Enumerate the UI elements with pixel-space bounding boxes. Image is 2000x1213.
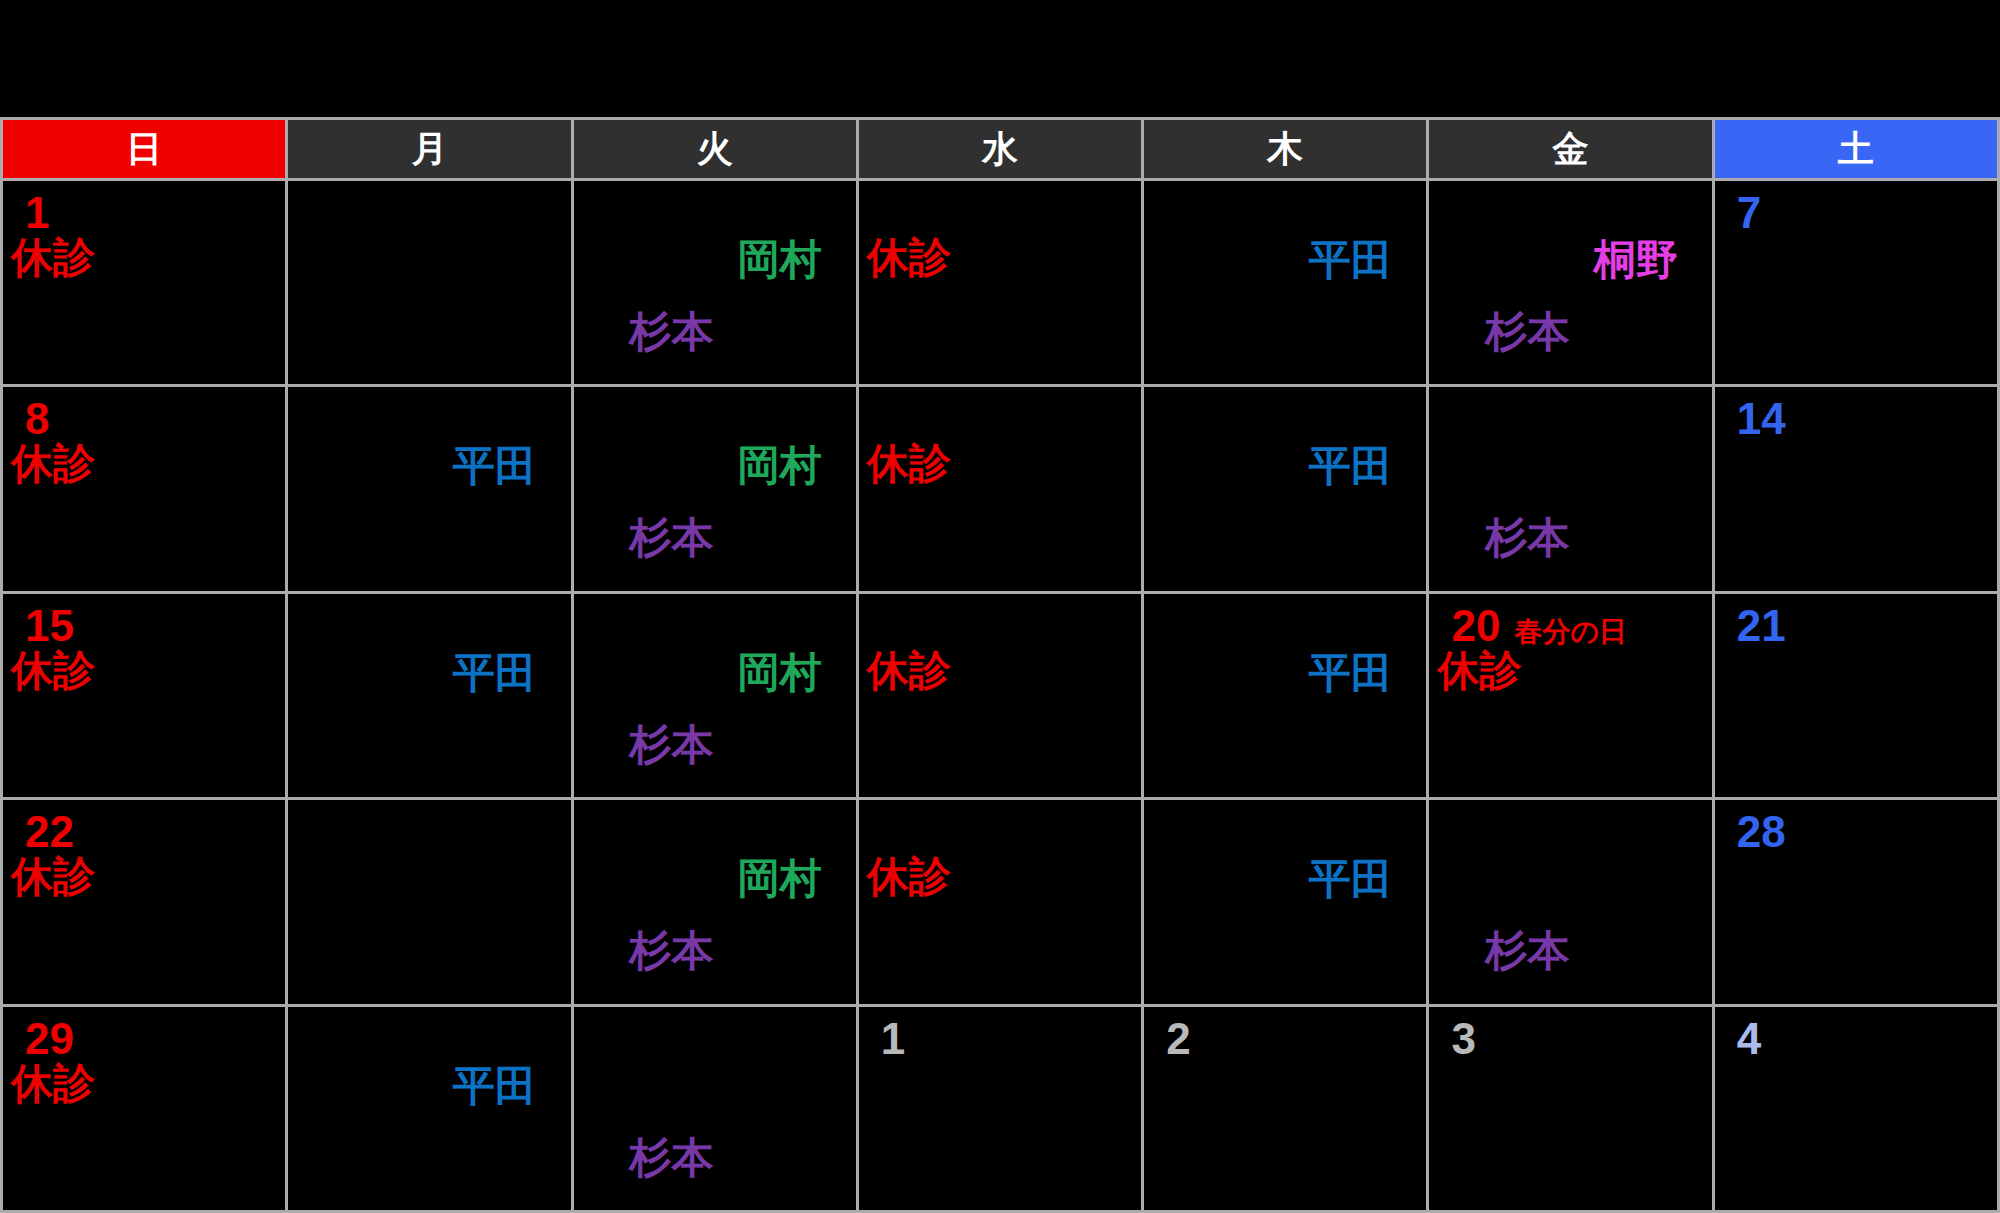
- weekday-header-thu: 木: [1144, 120, 1426, 178]
- doctor-sugimoto: 杉本: [630, 724, 714, 766]
- weekday-header-sat: 土: [1715, 120, 1997, 178]
- date-number: 8: [25, 397, 49, 441]
- day-cell-week1-fri: 桐野杉本: [1429, 181, 1711, 384]
- day-cell-week1-sun: 1休診: [3, 181, 285, 384]
- day-cell-week4-wed: 休診: [859, 800, 1141, 1003]
- day-cell-week4-mon: [288, 800, 570, 1003]
- day-cell-week3-wed: 休診: [859, 594, 1141, 797]
- day-cell-week3-fri: 20春分の日休診: [1429, 594, 1711, 797]
- doctor-okamura: 岡村: [738, 445, 822, 487]
- doctor-kirino: 桐野: [1594, 239, 1678, 281]
- day-cell-week4-fri: 杉本: [1429, 800, 1711, 1003]
- weekday-header-wed: 水: [859, 120, 1141, 178]
- doctor-hirata: 平田: [453, 652, 537, 694]
- closed-label: 休診: [867, 650, 951, 692]
- closed-label: 休診: [11, 856, 95, 898]
- day-cell-week3-thu: 平田: [1144, 594, 1426, 797]
- day-cell-week1-mon: [288, 181, 570, 384]
- weekday-header-fri: 金: [1429, 120, 1711, 178]
- weekday-header-sun: 日: [3, 120, 285, 178]
- date-number: 15: [25, 604, 74, 648]
- doctor-hirata: 平田: [1308, 445, 1392, 487]
- date-number: 22: [25, 810, 74, 854]
- closed-label: 休診: [867, 443, 951, 485]
- day-cell-week4-sun: 22休診: [3, 800, 285, 1003]
- closed-label: 休診: [11, 443, 95, 485]
- doctor-okamura: 岡村: [738, 239, 822, 281]
- day-cell-week4-sat: 28: [1715, 800, 1997, 1003]
- day-cell-week5-sat: 4: [1715, 1007, 1997, 1210]
- date-number: 28: [1737, 810, 1786, 854]
- doctor-sugimoto: 杉本: [1485, 311, 1569, 353]
- doctor-hirata: 平田: [1308, 858, 1392, 900]
- doctor-okamura: 岡村: [738, 858, 822, 900]
- day-cell-week4-tue: 岡村杉本: [574, 800, 856, 1003]
- day-cell-week1-tue: 岡村杉本: [574, 181, 856, 384]
- date-number: 3: [1451, 1017, 1475, 1061]
- calendar-table: 日月火水木金土1休診岡村杉本休診平田桐野杉本78休診平田岡村杉本休診平田杉本14…: [0, 117, 2000, 1213]
- day-cell-week5-sun: 29休診: [3, 1007, 285, 1210]
- day-cell-week1-wed: 休診: [859, 181, 1141, 384]
- day-cell-week2-thu: 平田: [1144, 387, 1426, 590]
- weekday-header-tue: 火: [574, 120, 856, 178]
- day-cell-week5-wed: 1: [859, 1007, 1141, 1210]
- day-cell-week5-tue: 杉本: [574, 1007, 856, 1210]
- day-cell-week3-mon: 平田: [288, 594, 570, 797]
- doctor-hirata: 平田: [1308, 239, 1392, 281]
- day-cell-week5-mon: 平田: [288, 1007, 570, 1210]
- date-number: 7: [1737, 191, 1761, 235]
- day-cell-week5-thu: 2: [1144, 1007, 1426, 1210]
- day-cell-week2-sat: 14: [1715, 387, 1997, 590]
- day-cell-week2-wed: 休診: [859, 387, 1141, 590]
- doctor-hirata: 平田: [453, 445, 537, 487]
- date-number: 1: [25, 191, 49, 235]
- closed-label: 休診: [11, 650, 95, 692]
- closed-label: 休診: [11, 237, 95, 279]
- date-number: 4: [1737, 1017, 1761, 1061]
- doctor-sugimoto: 杉本: [630, 311, 714, 353]
- doctor-sugimoto: 杉本: [1485, 517, 1569, 559]
- day-cell-week2-sun: 8休診: [3, 387, 285, 590]
- day-cell-week3-sun: 15休診: [3, 594, 285, 797]
- day-cell-week1-sat: 7: [1715, 181, 1997, 384]
- day-cell-week2-mon: 平田: [288, 387, 570, 590]
- closed-label: 休診: [867, 856, 951, 898]
- weekday-header-mon: 月: [288, 120, 570, 178]
- closed-label: 休診: [1437, 650, 1521, 692]
- date-number: 20春分の日: [1451, 604, 1627, 648]
- doctor-hirata: 平田: [1308, 652, 1392, 694]
- day-cell-week5-fri: 3: [1429, 1007, 1711, 1210]
- date-number: 14: [1737, 397, 1786, 441]
- doctor-sugimoto: 杉本: [630, 930, 714, 972]
- day-cell-week1-thu: 平田: [1144, 181, 1426, 384]
- doctor-hirata: 平田: [453, 1065, 537, 1107]
- doctor-sugimoto: 杉本: [630, 1137, 714, 1179]
- date-number: 2: [1166, 1017, 1190, 1061]
- closed-label: 休診: [867, 237, 951, 279]
- doctor-sugimoto: 杉本: [630, 517, 714, 559]
- day-cell-week2-fri: 杉本: [1429, 387, 1711, 590]
- date-number: 1: [881, 1017, 905, 1061]
- closed-label: 休診: [11, 1063, 95, 1105]
- day-cell-week2-tue: 岡村杉本: [574, 387, 856, 590]
- day-cell-week4-thu: 平田: [1144, 800, 1426, 1003]
- date-number: 21: [1737, 604, 1786, 648]
- day-cell-week3-tue: 岡村杉本: [574, 594, 856, 797]
- day-cell-week3-sat: 21: [1715, 594, 1997, 797]
- doctor-sugimoto: 杉本: [1485, 930, 1569, 972]
- doctor-okamura: 岡村: [738, 652, 822, 694]
- holiday-label: 春分の日: [1514, 616, 1627, 647]
- date-number: 29: [25, 1017, 74, 1061]
